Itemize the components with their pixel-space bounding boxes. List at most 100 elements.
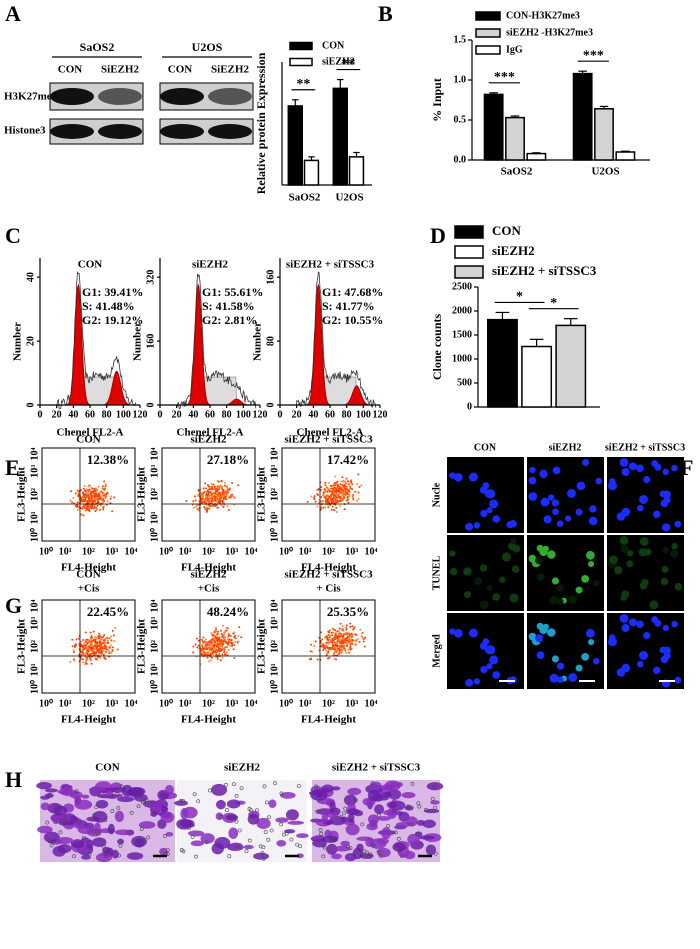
nucleus (628, 462, 637, 471)
membrane-pore (348, 818, 353, 823)
x-tick-label: 10⁴ (365, 698, 378, 709)
flow-event (343, 487, 346, 490)
flow-event (333, 636, 336, 639)
legend-swatch (454, 265, 484, 279)
y-tick-label: 10⁴ (29, 448, 40, 461)
flow-event (227, 635, 230, 638)
nucleus (616, 512, 626, 521)
nucleus (536, 573, 545, 581)
legend-swatch (475, 28, 501, 38)
histogram-stat: S: 41.48% (82, 299, 135, 313)
nucleus (620, 544, 629, 554)
nucleus (449, 472, 456, 479)
y-axis-label: FL3-Height (136, 619, 148, 674)
migrated-cell (315, 790, 323, 799)
flow-event (324, 481, 327, 484)
flow-event (209, 504, 212, 507)
y-tick-label: 10¹ (269, 663, 280, 676)
flow-event (322, 506, 325, 509)
flow-event (214, 636, 217, 639)
legend-swatch (454, 245, 484, 259)
membrane-pore (139, 827, 144, 831)
flow-event (95, 498, 98, 501)
nucleus (473, 522, 481, 529)
flow-event (81, 498, 84, 501)
migrated-cell (380, 792, 392, 798)
flow-event (345, 485, 348, 488)
membrane-pore (392, 808, 397, 813)
histogram-title: siEZH2 + siTSSC3 (286, 259, 375, 271)
membrane-pore (260, 851, 265, 855)
membrane-pore (146, 835, 151, 840)
flow-event (357, 473, 360, 476)
y-tick-label: 10⁰ (29, 680, 40, 694)
nucleus (628, 618, 637, 627)
flow-event (90, 495, 93, 498)
nucleus (588, 638, 595, 646)
y-tick-label: 10⁴ (269, 448, 280, 461)
flow-event (201, 493, 204, 496)
flow-event (338, 651, 341, 654)
blot-band (208, 124, 252, 139)
flow-event (214, 629, 217, 632)
migrated-cell (105, 790, 114, 797)
membrane-pore (433, 851, 438, 856)
flow-event (335, 488, 338, 491)
flow-event (221, 504, 224, 507)
nucleus (614, 566, 623, 575)
nucleus (567, 488, 576, 498)
nucleus (557, 662, 565, 670)
nucleus (482, 638, 490, 645)
membrane-pore (415, 831, 420, 836)
flow-event (316, 505, 319, 508)
migrated-cell (407, 833, 420, 845)
flow-event (93, 648, 96, 651)
flow-event (324, 644, 327, 647)
flow-event (212, 650, 215, 653)
y-tick-label: 500 (457, 377, 472, 388)
flow-event (102, 649, 105, 652)
flow-event (98, 632, 101, 635)
x-tick-label: 10³ (225, 546, 238, 557)
nucleus (535, 556, 544, 565)
migrated-cell (114, 829, 132, 836)
flow-event (94, 492, 97, 495)
membrane-pore (432, 784, 437, 789)
flow-event (236, 641, 239, 644)
flow-event (314, 640, 317, 643)
migrated-cell (149, 801, 163, 813)
panel-letter: A (5, 1, 21, 26)
flow-event (316, 658, 319, 661)
membrane-pore (110, 809, 115, 813)
legend-label: IgG (506, 44, 523, 55)
membrane-pore (263, 830, 268, 834)
flow-event (233, 643, 236, 646)
flow-event (357, 637, 360, 640)
x-tick-label: U2OS (591, 166, 619, 178)
flow-event (361, 631, 364, 634)
nucleus (661, 523, 671, 532)
membrane-pore (45, 820, 50, 825)
flow-event (97, 500, 100, 503)
flow-event (211, 494, 214, 497)
nucleus (621, 623, 630, 633)
membrane-pore (103, 818, 108, 823)
flow-event (335, 511, 338, 514)
migrated-cell (81, 794, 90, 799)
flow-event (104, 485, 107, 488)
x-tick-label: SaOS2 (289, 192, 321, 204)
flow-event (84, 631, 87, 634)
flow-event (344, 631, 347, 634)
nucleus (595, 477, 603, 485)
migrated-cell (214, 836, 231, 849)
migrated-cell (340, 840, 350, 847)
flow-event (331, 501, 334, 504)
flow-event (334, 500, 337, 503)
tunel-column-label: CON (474, 442, 497, 453)
flow-event (343, 493, 346, 496)
flow-event (202, 636, 205, 639)
flow-event (234, 637, 237, 640)
x-tick-label: 10⁰ (279, 546, 293, 557)
flow-event (345, 477, 348, 480)
x-tick-label: 10⁰ (39, 546, 53, 557)
